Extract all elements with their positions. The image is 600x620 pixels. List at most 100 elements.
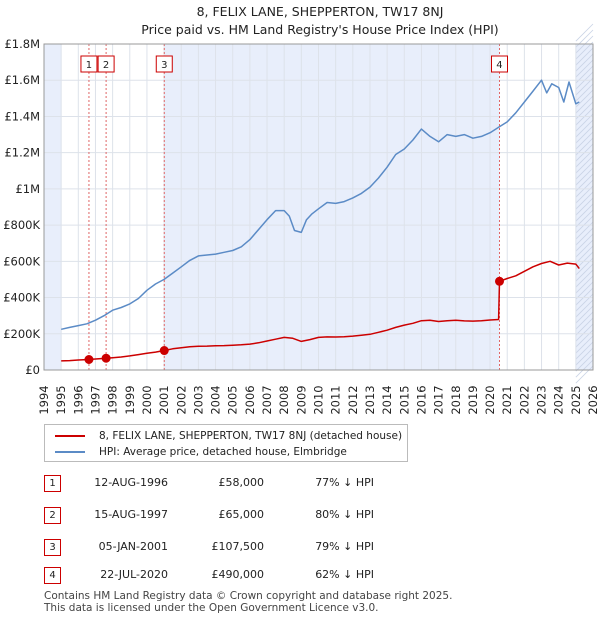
- x-tick-label: 2016: [414, 385, 428, 414]
- x-tick-label: 2025: [569, 385, 583, 414]
- x-tick-label: 2021: [500, 385, 514, 414]
- x-tick-label: 2000: [140, 385, 154, 414]
- x-tick-label: 1999: [123, 385, 137, 414]
- sale-row: 2 15-AUG-1997 £65,000 80% ↓ HPI: [44, 506, 444, 526]
- x-tick-label: 2007: [260, 385, 274, 414]
- x-tick-label: 2020: [483, 385, 497, 414]
- y-tick-label: £400K: [3, 291, 40, 305]
- x-tick-label: 1998: [106, 385, 120, 414]
- legend-label-property: 8, FELIX LANE, SHEPPERTON, TW17 8NJ (det…: [99, 430, 403, 442]
- hatch-line: [575, 131, 594, 150]
- x-tick-label: 2014: [380, 385, 394, 414]
- hatch-line: [575, 353, 594, 372]
- series-line-property: [61, 260, 580, 362]
- sale-point: [159, 346, 169, 356]
- hatch-line: [575, 77, 594, 96]
- hatch-line: [575, 317, 594, 336]
- x-tick-label: 2026: [586, 385, 600, 414]
- sale-date: 22-JUL-2020: [100, 568, 168, 581]
- sale-row: 4 22-JUL-2020 £490,000 62% ↓ HPI: [44, 566, 444, 586]
- x-tick-label: 2011: [329, 385, 343, 414]
- x-tick-label: 2022: [517, 385, 531, 414]
- sale-badge: 2: [44, 507, 61, 524]
- shaded-range: [164, 44, 500, 370]
- hatch-line: [575, 233, 594, 252]
- hatch-line: [575, 155, 594, 174]
- y-tick-label: £800K: [3, 218, 40, 232]
- hatch-line: [575, 281, 594, 300]
- hatch-line: [575, 41, 594, 60]
- x-tick-label: 2012: [346, 385, 360, 414]
- hatch-line: [575, 269, 594, 288]
- hatch-line: [575, 203, 594, 222]
- sale-marker-box: [155, 55, 173, 73]
- hatch-line: [575, 59, 594, 78]
- hatch-line: [575, 239, 594, 258]
- hatch-line: [575, 293, 594, 312]
- x-tick-label: 2019: [466, 385, 480, 414]
- y-tick-label: £1.4M: [4, 109, 40, 123]
- hatch-line: [575, 35, 594, 54]
- hatch-line: [575, 227, 594, 246]
- legend: 8, FELIX LANE, SHEPPERTON, TW17 8NJ (det…: [44, 424, 408, 462]
- sale-marker-box: [80, 55, 98, 73]
- hatch-line: [575, 209, 594, 228]
- sale-marker-label: 2: [103, 60, 109, 71]
- legend-item-hpi: HPI: Average price, detached house, Elmb…: [55, 444, 347, 460]
- y-tick-label: £1.2M: [4, 146, 40, 160]
- sale-row: 3 05-JAN-2001 £107,500 79% ↓ HPI: [44, 538, 444, 558]
- hatch-line: [575, 299, 594, 318]
- x-tick-label: 2015: [397, 385, 411, 414]
- hatch-line: [575, 275, 594, 294]
- x-tick-label: 2009: [294, 385, 308, 414]
- x-tick-label: 2008: [277, 385, 291, 414]
- legend-item-property: 8, FELIX LANE, SHEPPERTON, TW17 8NJ (det…: [55, 428, 402, 444]
- hatch-line: [575, 173, 594, 192]
- series-line-hpi: [61, 79, 580, 331]
- hatch-line: [575, 119, 594, 138]
- hatch-line: [575, 53, 594, 72]
- sale-hpi-diff: 80% ↓ HPI: [315, 508, 374, 521]
- x-tick-label: 2005: [226, 385, 240, 414]
- x-tick-label: 2004: [209, 385, 223, 414]
- footer: Contains HM Land Registry data © Crown c…: [44, 590, 452, 614]
- y-tick-label: £600K: [3, 254, 40, 268]
- sale-hpi-diff: 77% ↓ HPI: [315, 476, 374, 489]
- y-tick-label: £1.8M: [4, 37, 40, 51]
- footer-license: This data is licensed under the Open Gov…: [44, 602, 379, 614]
- hatch-line: [575, 245, 594, 264]
- x-tick-label: 2006: [243, 385, 257, 414]
- sale-date: 05-JAN-2001: [98, 540, 168, 553]
- hatch-line: [575, 197, 594, 216]
- sale-price: £490,000: [211, 568, 265, 581]
- x-tick-label: 2017: [432, 385, 446, 414]
- hatch-line: [575, 287, 594, 306]
- x-tick-label: 2023: [535, 385, 549, 414]
- y-tick-label: £1.6M: [4, 73, 40, 87]
- sale-marker-label: 3: [161, 60, 167, 71]
- sale-marker-box: [97, 55, 115, 73]
- sale-hpi-diff: 79% ↓ HPI: [315, 540, 374, 553]
- hatch-line: [575, 47, 594, 66]
- plot-frame: [43, 43, 594, 371]
- x-tick-label: 1997: [88, 385, 102, 414]
- x-tick-label: 2013: [363, 385, 377, 414]
- x-tick-label: 2024: [552, 385, 566, 414]
- sale-badge: 1: [44, 475, 61, 492]
- x-tick-label: 1994: [37, 385, 51, 414]
- sale-badge: 4: [44, 567, 61, 584]
- x-tick-label: 1995: [54, 385, 68, 414]
- chart-title: 8, FELIX LANE, SHEPPERTON, TW17 8NJ: [197, 4, 444, 19]
- sale-price: £107,500: [211, 540, 265, 553]
- sale-marker-box: [490, 55, 508, 73]
- hatch-line: [575, 365, 594, 384]
- y-tick-label: £1M: [15, 182, 40, 196]
- hatch-line: [575, 305, 594, 324]
- sale-badge: 3: [44, 539, 61, 556]
- x-tick-label: 2018: [449, 385, 463, 414]
- sale-marker-label: 1: [86, 60, 92, 71]
- hatch-line: [575, 335, 594, 354]
- footer-copyright: Contains HM Land Registry data © Crown c…: [44, 590, 453, 602]
- hatch-line: [575, 215, 594, 234]
- y-tick-label: £0: [25, 363, 40, 377]
